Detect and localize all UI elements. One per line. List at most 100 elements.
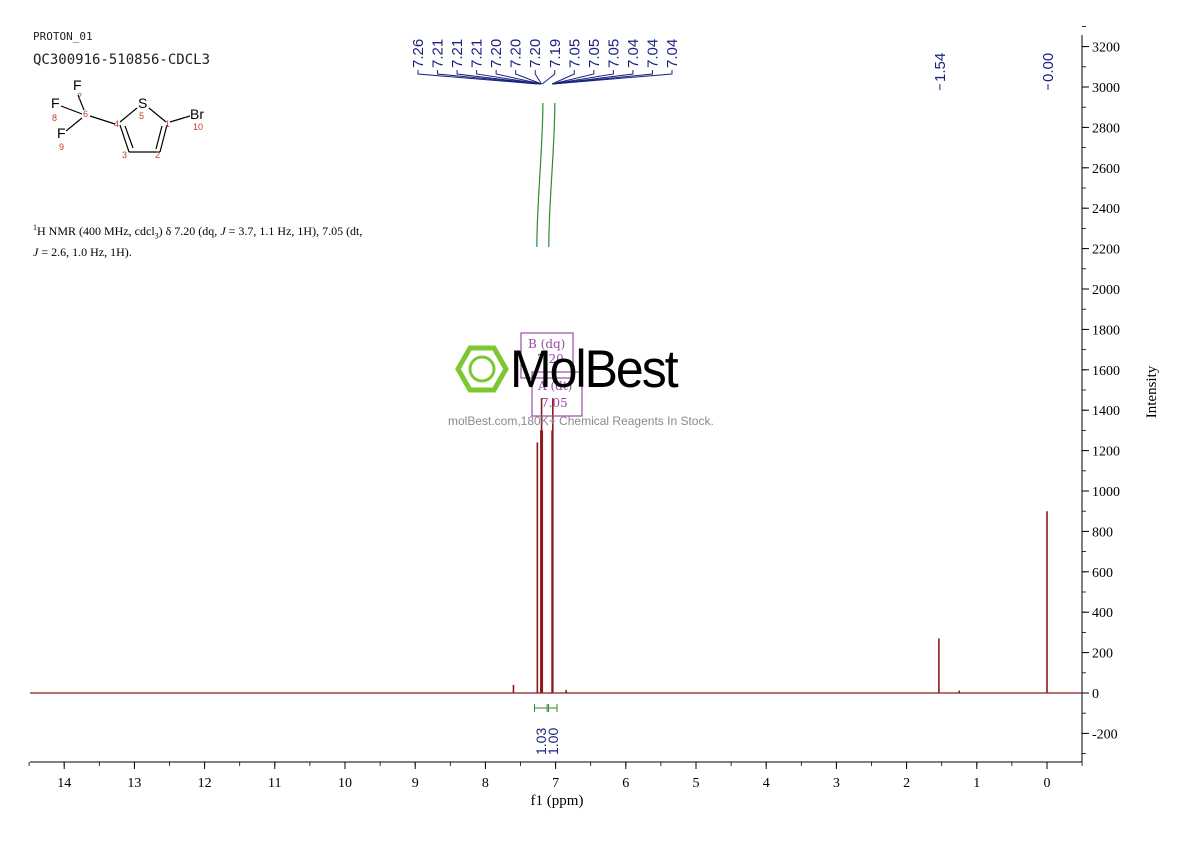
multiplet-b-label: A (dt) [537, 379, 572, 393]
peak-label: 7.04 [644, 39, 661, 68]
integral-value: 1.00 [545, 728, 561, 755]
y-tick-label: 1400 [1092, 404, 1120, 419]
y-tick-label: 2400 [1092, 202, 1120, 217]
molbest-logo-icon [455, 345, 509, 393]
atom-num-9: 9 [59, 142, 64, 152]
y-tick-label: 1600 [1092, 364, 1120, 379]
peak-label: 7.26 [410, 39, 427, 68]
x-tick-label: 3 [833, 776, 840, 791]
nucleus-sup: 1 [33, 223, 37, 232]
y-tick-label: 200 [1092, 647, 1113, 662]
peak-label-connector [534, 70, 542, 85]
x-tick-label: 13 [127, 776, 141, 791]
multiplet-a-value: 7.20 [537, 352, 564, 366]
x-tick-label: 5 [693, 776, 700, 791]
atom-num-6: 6 [83, 109, 88, 119]
x-tick-label: 2 [903, 776, 910, 791]
peak-label: 7.05 [586, 39, 603, 68]
atom-f9: F [57, 125, 66, 141]
atom-f8: F [51, 95, 60, 111]
peak-label-connector [552, 70, 653, 85]
peak-label-connector [551, 70, 595, 85]
y-tick-label: 3000 [1092, 81, 1120, 96]
peak-label-connector [552, 70, 614, 85]
peak-label-connector [476, 70, 541, 85]
peak-label-connector [495, 70, 542, 85]
y-tick-label: 400 [1092, 606, 1113, 621]
atom-num-5: 5 [139, 111, 144, 121]
atom-s: S [138, 95, 147, 111]
atom-num-3: 3 [122, 150, 127, 160]
nmr-description: 1H NMR (400 MHz, cdcl3) δ 7.20 (dq, J = … [33, 220, 453, 260]
atom-num-7: 7 [77, 92, 82, 102]
peak-label: 7.05 [605, 39, 622, 68]
x-tick-label: 9 [412, 776, 419, 791]
peak-label: 0.00 [1040, 53, 1057, 82]
desc-part2: ) δ 7.20 (dq, [158, 224, 221, 238]
x-tick-label: 6 [622, 776, 629, 791]
y-axis-label: Intensity [1144, 365, 1160, 418]
y-tick-label: 1000 [1092, 485, 1120, 500]
experiment-name: PROTON_01 [33, 30, 93, 43]
multiplet-box-a [520, 332, 574, 379]
x-tick-label: 4 [763, 776, 770, 791]
peak-label-connector [552, 70, 634, 85]
peak-label-connector [456, 70, 541, 85]
x-tick-label: 7 [552, 776, 559, 791]
x-axis-ticks: 14 13 12 11 10 9 8 7 6 5 4 3 2 1 0 [28, 762, 1083, 791]
peak-label: 7.19 [547, 39, 564, 68]
x-tick-label: 1 [973, 776, 980, 791]
desc-sub: 3 [154, 231, 159, 241]
multiplet-a-label: B (dq) [528, 337, 565, 351]
watermark-brand: MolBest [510, 339, 679, 399]
desc-part3: = 3.7, 1.1 Hz, 1H), 7.05 (dt, [225, 224, 363, 238]
sample-id: QC300916-510856-CDCL3 [33, 52, 211, 68]
peak-label-connector [541, 70, 556, 85]
y-tick-label: 1800 [1092, 323, 1120, 338]
peak-label: 1.54 [932, 53, 949, 82]
peak-label: 7.21 [430, 39, 447, 68]
atom-num-1: 1 [165, 119, 170, 129]
peak-label-connector [515, 70, 542, 85]
y-tick-label: 0 [1092, 687, 1099, 702]
x-tick-label: 10 [338, 776, 352, 791]
peak-label: 7.04 [664, 39, 681, 68]
y-tick-label: 3200 [1092, 41, 1120, 56]
peak-label: 7.05 [566, 39, 583, 68]
peak-label: 7.20 [488, 39, 505, 68]
atom-num-4: 4 [114, 119, 119, 129]
multiplet-box: B (dq) 7.20 A (dt) 7.05 [520, 332, 583, 417]
desc-part4: = 2.6, 1.0 Hz, 1H). [38, 245, 132, 260]
x-tick-label: 12 [198, 776, 212, 791]
multiplet-b-value: 7.05 [541, 396, 568, 410]
y-tick-label: 2200 [1092, 243, 1120, 258]
desc-j1: J [220, 224, 226, 238]
peak-label: 7.20 [527, 39, 544, 68]
peak-label-connector [417, 70, 538, 85]
peak-label: 7.20 [508, 39, 525, 68]
y-tick-label: 2000 [1092, 283, 1120, 298]
peak-label-connector [437, 70, 541, 85]
atom-f7: F [73, 77, 82, 93]
y-tick-label: 1200 [1092, 445, 1120, 460]
integral-value: 1.03 [533, 728, 549, 755]
peak-label: 7.04 [625, 39, 642, 68]
y-tick-label: -200 [1092, 727, 1118, 742]
molecule-structure: F 7 F 8 6 F 9 S 5 4 1 Br 10 3 2 [51, 77, 204, 160]
multiplet-box-b [531, 371, 583, 417]
x-tick-label: 11 [268, 776, 281, 791]
x-tick-label: 0 [1044, 776, 1051, 791]
peak-label: 7.21 [449, 39, 466, 68]
atom-br: Br [190, 106, 204, 122]
x-tick-label: 14 [57, 776, 71, 791]
atom-num-8: 8 [52, 113, 57, 123]
integral-curve [536, 102, 544, 248]
peak-label-connector [551, 70, 575, 85]
y-axis-ticks: -200 0 200 400 600 800 1000 1200 1400 1600 1800 200… [1082, 25, 1120, 754]
integral-curves: 1.031.00 [533, 102, 561, 755]
x-tick-label: 8 [482, 776, 489, 791]
atom-num-2: 2 [155, 150, 160, 160]
atom-num-10: 10 [193, 122, 203, 132]
spectrum-trace [30, 398, 1082, 694]
